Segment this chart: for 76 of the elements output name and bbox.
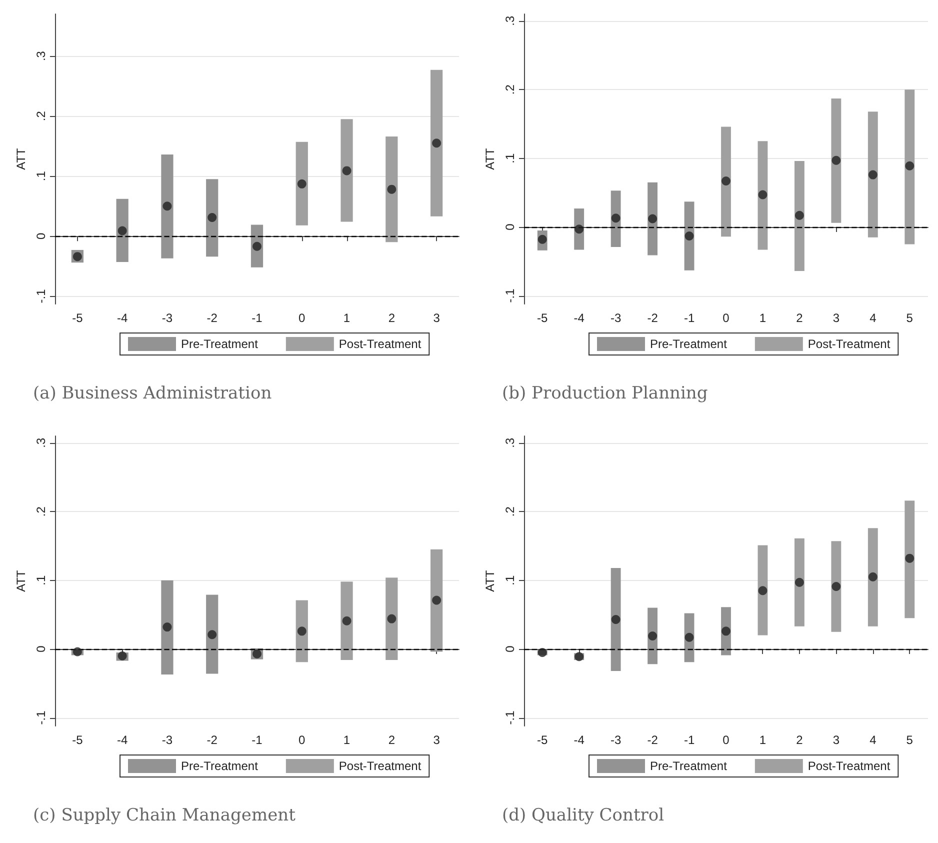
x-tick-label: -5 xyxy=(537,311,548,325)
x-tick-label: 1 xyxy=(759,732,766,746)
x-tick-label: 0 xyxy=(722,732,730,746)
y-axis-title: ATT xyxy=(14,147,28,170)
x-tick-label: -2 xyxy=(647,732,658,746)
y-axis-title: ATT xyxy=(483,147,497,170)
x-tick-label: 2 xyxy=(388,311,396,325)
y-tick-label: .1 xyxy=(34,574,48,585)
x-tick-label: 1 xyxy=(343,311,350,325)
legend-label: Post-Treatment xyxy=(338,337,422,351)
y-tick-label: -.1 xyxy=(503,288,517,303)
x-tick-label: -3 xyxy=(610,311,622,325)
x-tick-label: -3 xyxy=(162,311,173,325)
legend-label: Post-Treatment xyxy=(808,758,891,772)
text: (b) Production Planning xyxy=(502,384,708,404)
y-tick-label: 0 xyxy=(34,644,48,652)
y-tick-label: .3 xyxy=(503,16,517,26)
legend-label: Post-Treatment xyxy=(808,337,891,351)
text: (d) Quality Control xyxy=(502,805,664,825)
x-tick-label: -5 xyxy=(72,311,84,325)
x-tick-label: -1 xyxy=(684,732,695,746)
x-tick-label: -1 xyxy=(684,311,695,325)
x-tick-label: 1 xyxy=(343,732,350,746)
y-tick-label: .2 xyxy=(503,84,517,95)
x-tick-label: -2 xyxy=(647,311,658,325)
y-tick-label: .2 xyxy=(34,506,48,516)
x-tick-label: -5 xyxy=(537,732,548,746)
y-tick-label: 0 xyxy=(34,232,48,240)
legend-label: Pre-Treatment xyxy=(181,337,259,351)
text: (c) Supply Chain Management xyxy=(33,805,296,825)
x-tick-label: 5 xyxy=(906,732,914,746)
y-tick-label: 0 xyxy=(503,223,517,230)
legend-label: Pre-Treatment xyxy=(650,758,728,772)
y-tick-label: .1 xyxy=(503,574,517,585)
x-tick-label: -4 xyxy=(116,311,128,325)
x-tick-label: -5 xyxy=(72,732,84,746)
y-tick-label: .3 xyxy=(34,50,48,62)
x-tick-label: -2 xyxy=(206,311,218,325)
x-tick-label: 0 xyxy=(722,311,730,325)
x-tick-label: -2 xyxy=(206,732,218,746)
x-tick-label: 1 xyxy=(759,311,766,325)
x-tick-label: 5 xyxy=(906,311,914,325)
y-tick-label: .3 xyxy=(34,437,48,448)
y-tick-label: .3 xyxy=(503,437,517,448)
x-tick-label: -4 xyxy=(116,732,128,746)
legend-label: Pre-Treatment xyxy=(181,758,259,772)
text: (a) Business Administration xyxy=(33,384,272,404)
y-tick-label: -.1 xyxy=(34,710,48,724)
y-axis-title: ATT xyxy=(14,568,28,592)
x-tick-label: 4 xyxy=(870,311,877,325)
legend-label: Post-Treatment xyxy=(338,758,422,772)
x-tick-label: 2 xyxy=(796,732,804,746)
y-tick-label: .1 xyxy=(34,170,48,182)
x-tick-label: -3 xyxy=(162,732,173,746)
legend-label: Pre-Treatment xyxy=(650,337,728,351)
x-tick-label: 3 xyxy=(832,311,840,325)
x-tick-label: 2 xyxy=(388,732,396,746)
y-tick-label: 0 xyxy=(503,644,517,652)
y-tick-label: .2 xyxy=(34,110,48,122)
x-tick-label: 4 xyxy=(870,732,877,746)
x-tick-label: 2 xyxy=(796,311,804,325)
y-axis-title: ATT xyxy=(483,568,497,592)
y-tick-label: -.1 xyxy=(34,288,48,304)
x-tick-label: -4 xyxy=(574,732,585,746)
x-tick-label: 3 xyxy=(433,311,440,325)
x-tick-label: -4 xyxy=(574,311,585,325)
x-tick-label: -1 xyxy=(252,311,263,325)
y-tick-label: -.1 xyxy=(503,710,517,724)
x-tick-label: 3 xyxy=(832,732,840,746)
y-tick-label: .2 xyxy=(503,506,517,516)
x-tick-label: 0 xyxy=(298,311,306,325)
x-tick-label: 3 xyxy=(433,732,440,746)
x-tick-label: -3 xyxy=(610,732,622,746)
x-tick-label: 0 xyxy=(298,732,306,746)
y-tick-label: .1 xyxy=(503,152,517,164)
x-tick-label: -1 xyxy=(252,732,263,746)
